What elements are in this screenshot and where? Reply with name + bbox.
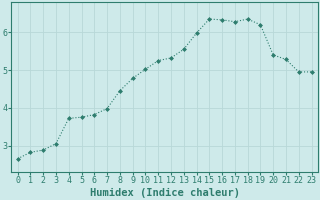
X-axis label: Humidex (Indice chaleur): Humidex (Indice chaleur) (90, 188, 240, 198)
